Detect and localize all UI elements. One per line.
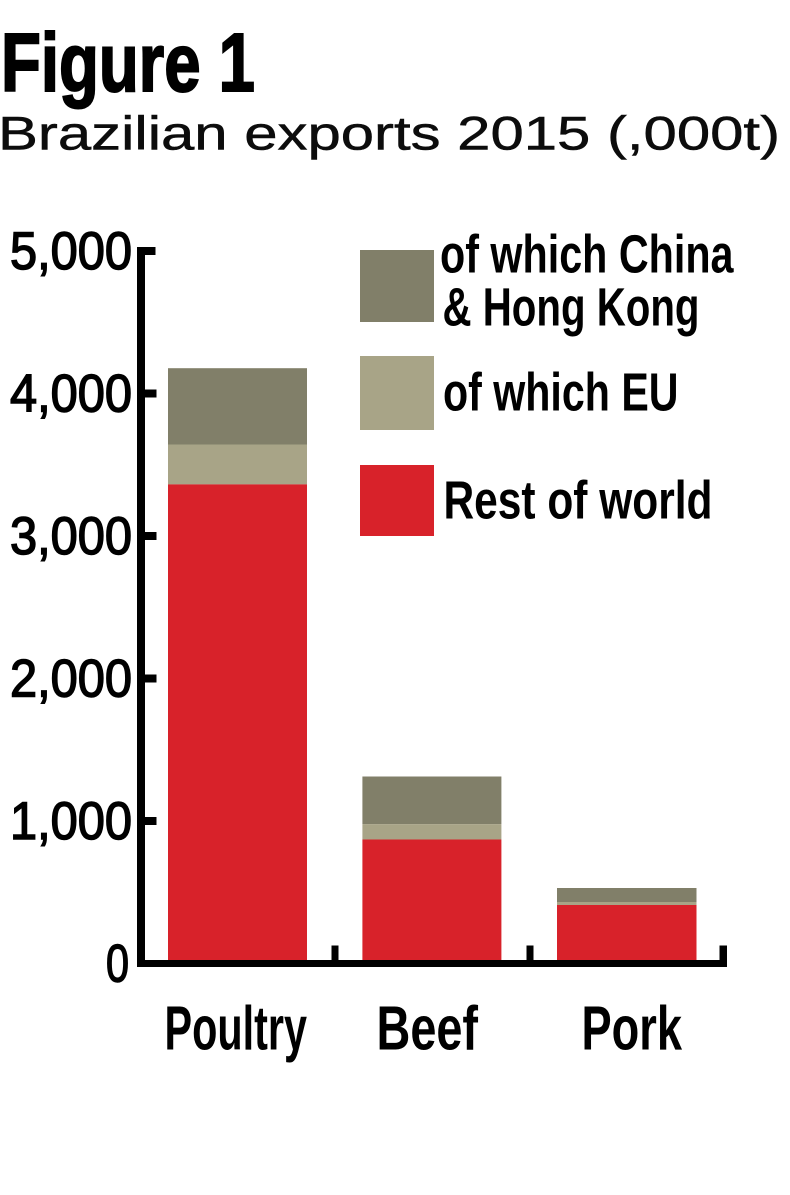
- svg-text:Rest of world: Rest of world: [444, 470, 713, 530]
- svg-text:& Hong Kong: & Hong Kong: [443, 278, 700, 338]
- svg-text:1,000: 1,000: [10, 792, 132, 851]
- svg-text:4,000: 4,000: [10, 365, 132, 424]
- svg-text:Brazilian exports 2015 (,000t): Brazilian exports 2015 (,000t): [0, 107, 780, 160]
- svg-text:Beef: Beef: [377, 994, 479, 1063]
- svg-text:5,000: 5,000: [10, 222, 132, 281]
- svg-text:of which EU: of which EU: [443, 363, 679, 423]
- svg-text:Poultry: Poultry: [165, 994, 308, 1063]
- svg-text:2,000: 2,000: [10, 650, 132, 709]
- svg-text:0: 0: [106, 935, 129, 994]
- svg-text:Figure 1: Figure 1: [1, 16, 255, 109]
- svg-text:of which China: of which China: [440, 224, 734, 284]
- svg-text:Pork: Pork: [582, 994, 683, 1063]
- svg-text:3,000: 3,000: [10, 507, 132, 566]
